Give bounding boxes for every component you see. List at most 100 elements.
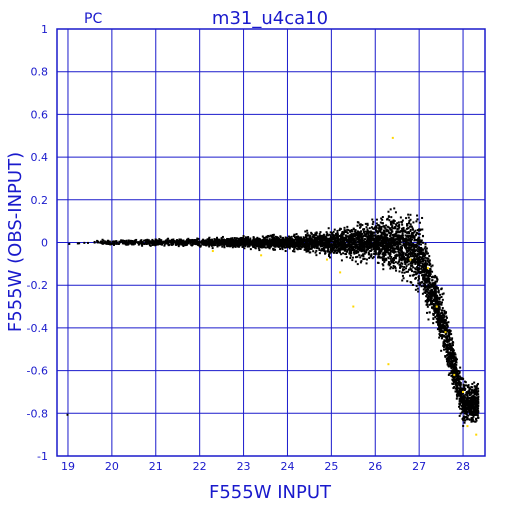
data-point bbox=[284, 241, 287, 244]
data-point bbox=[431, 279, 434, 282]
data-point bbox=[438, 314, 441, 317]
data-point bbox=[456, 375, 459, 378]
data-point bbox=[468, 401, 471, 404]
data-point bbox=[380, 249, 383, 252]
data-point bbox=[452, 381, 455, 384]
data-point bbox=[435, 314, 438, 317]
data-point bbox=[411, 231, 414, 234]
data-point bbox=[239, 242, 242, 245]
data-point bbox=[425, 268, 428, 271]
data-point bbox=[308, 251, 311, 254]
data-point bbox=[431, 276, 434, 279]
data-point bbox=[412, 266, 415, 269]
data-point bbox=[263, 245, 266, 248]
data-point bbox=[223, 243, 226, 246]
data-point bbox=[349, 254, 352, 257]
data-point bbox=[415, 238, 418, 241]
data-point bbox=[378, 235, 381, 238]
data-point bbox=[394, 261, 397, 264]
data-point bbox=[453, 376, 456, 379]
data-point bbox=[411, 236, 414, 239]
data-point bbox=[409, 267, 412, 270]
data-point bbox=[400, 259, 403, 262]
data-point bbox=[151, 243, 154, 246]
data-point bbox=[306, 232, 309, 235]
data-point bbox=[431, 299, 434, 302]
data-point bbox=[420, 260, 423, 263]
data-point bbox=[318, 237, 321, 240]
data-point bbox=[428, 255, 431, 258]
data-point bbox=[461, 389, 464, 392]
data-point bbox=[295, 235, 298, 238]
data-point bbox=[318, 242, 321, 245]
data-point bbox=[408, 219, 411, 222]
data-point bbox=[452, 357, 455, 360]
data-point bbox=[436, 311, 439, 314]
data-point bbox=[363, 232, 366, 235]
data-point bbox=[452, 371, 455, 374]
data-point bbox=[449, 348, 452, 351]
data-point bbox=[395, 224, 398, 227]
data-point bbox=[403, 229, 406, 232]
data-point bbox=[374, 248, 377, 251]
data-point bbox=[354, 229, 357, 232]
data-point bbox=[212, 244, 215, 247]
data-point bbox=[357, 250, 360, 253]
data-point bbox=[366, 231, 369, 234]
data-point bbox=[442, 326, 445, 329]
data-point bbox=[437, 291, 440, 294]
data-point bbox=[427, 269, 430, 272]
data-point bbox=[425, 288, 428, 291]
data-point bbox=[233, 239, 236, 242]
data-point bbox=[197, 240, 200, 243]
data-point bbox=[343, 229, 346, 232]
data-point bbox=[257, 247, 260, 250]
data-point bbox=[332, 230, 335, 233]
data-point bbox=[329, 234, 332, 237]
data-point bbox=[349, 256, 352, 259]
data-point bbox=[297, 238, 300, 241]
data-point bbox=[430, 283, 433, 286]
data-point bbox=[257, 238, 260, 241]
data-point bbox=[96, 241, 99, 244]
data-point bbox=[281, 243, 284, 246]
data-point bbox=[404, 238, 407, 241]
data-point bbox=[313, 244, 316, 247]
data-point bbox=[135, 238, 138, 241]
data-point bbox=[396, 241, 399, 244]
data-point bbox=[78, 242, 81, 245]
data-point bbox=[364, 222, 367, 225]
data-point bbox=[469, 407, 472, 410]
data-point bbox=[201, 242, 204, 245]
data-point bbox=[437, 297, 440, 300]
data-point bbox=[147, 239, 150, 242]
data-point bbox=[306, 242, 309, 245]
data-point bbox=[385, 258, 388, 261]
data-point bbox=[293, 250, 296, 253]
data-point bbox=[454, 382, 457, 385]
data-point bbox=[419, 246, 422, 249]
data-point bbox=[388, 264, 391, 267]
data-point bbox=[101, 240, 104, 243]
data-point bbox=[435, 276, 438, 279]
data-point bbox=[428, 311, 431, 314]
data-point bbox=[435, 285, 438, 288]
data-point bbox=[428, 303, 431, 306]
data-point bbox=[464, 402, 467, 405]
data-point bbox=[416, 218, 419, 221]
data-point bbox=[351, 242, 354, 245]
data-point bbox=[464, 408, 467, 411]
data-point bbox=[196, 237, 199, 240]
data-point bbox=[320, 238, 323, 241]
data-point bbox=[432, 294, 435, 297]
data-point bbox=[396, 237, 399, 240]
data-point bbox=[271, 237, 274, 240]
data-point bbox=[401, 232, 404, 235]
data-point bbox=[351, 259, 354, 262]
data-point bbox=[240, 238, 243, 241]
data-point bbox=[104, 240, 107, 243]
data-point bbox=[329, 256, 332, 259]
data-point bbox=[179, 242, 182, 245]
data-point bbox=[355, 245, 358, 248]
data-point bbox=[443, 322, 446, 325]
